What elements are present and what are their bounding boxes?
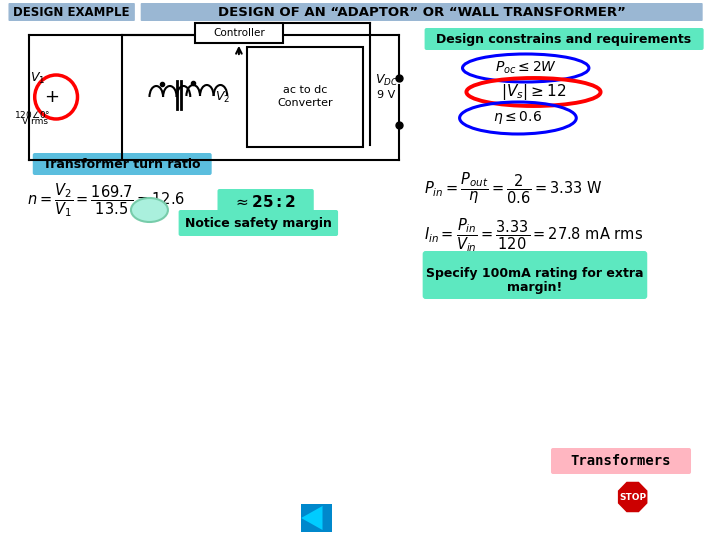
Text: STOP: STOP <box>619 492 647 502</box>
Text: $V_2$: $V_2$ <box>215 90 230 105</box>
Text: DESIGN EXAMPLE: DESIGN EXAMPLE <box>14 5 130 18</box>
Text: 9 V: 9 V <box>377 90 395 100</box>
Text: $120\angle 0°$: $120\angle 0°$ <box>14 109 50 119</box>
Text: $V_1$: $V_1$ <box>30 70 45 85</box>
Text: ac to dc: ac to dc <box>283 85 327 95</box>
Polygon shape <box>301 506 323 530</box>
FancyBboxPatch shape <box>179 210 338 236</box>
Text: Design constrains and requirements: Design constrains and requirements <box>436 32 691 45</box>
Text: Transformer turn ratio: Transformer turn ratio <box>43 158 201 171</box>
Text: $\approx\mathbf{25:2}$: $\approx\mathbf{25:2}$ <box>233 194 297 210</box>
FancyBboxPatch shape <box>33 153 212 175</box>
Text: Converter: Converter <box>277 98 333 108</box>
Bar <box>301 504 332 532</box>
FancyBboxPatch shape <box>140 3 703 21</box>
Bar <box>195 23 283 43</box>
Text: $I_{in} = \dfrac{P_{in}}{V_{in}} = \dfrac{3.33}{120} = 27.8\ \mathrm{mA\ rms}$: $I_{in} = \dfrac{P_{in}}{V_{in}} = \dfra… <box>423 216 643 254</box>
Bar <box>247 47 364 147</box>
Text: Notice safety margin: Notice safety margin <box>185 217 332 230</box>
Text: $|V_s| \geq 12$: $|V_s| \geq 12$ <box>501 82 566 102</box>
Text: Specify 100mA rating for extra: Specify 100mA rating for extra <box>426 267 643 280</box>
Polygon shape <box>616 481 649 514</box>
Text: margin!: margin! <box>507 280 562 294</box>
Text: $n = \dfrac{V_2}{V_1} = \dfrac{169.7}{13.5} = 12.6$: $n = \dfrac{V_2}{V_1} = \dfrac{169.7}{13… <box>27 181 185 219</box>
Text: $P_{oc} \leq 2W$: $P_{oc} \leq 2W$ <box>495 60 557 76</box>
Text: DESIGN OF AN “ADAPTOR” OR “WALL TRANSFORMER”: DESIGN OF AN “ADAPTOR” OR “WALL TRANSFOR… <box>217 5 626 18</box>
Text: $V_{DC}$: $V_{DC}$ <box>375 72 398 87</box>
Text: +: + <box>44 88 59 106</box>
Text: V rms: V rms <box>22 118 48 126</box>
Text: Controller: Controller <box>213 28 265 38</box>
FancyBboxPatch shape <box>217 189 314 215</box>
Text: $P_{in} = \dfrac{P_{out}}{\eta} = \dfrac{2}{0.6} = 3.33\ \mathrm{W}$: $P_{in} = \dfrac{P_{out}}{\eta} = \dfrac… <box>423 171 603 206</box>
Text: $\eta \leq 0.6$: $\eta \leq 0.6$ <box>493 110 542 126</box>
Ellipse shape <box>131 198 168 222</box>
FancyBboxPatch shape <box>551 448 691 474</box>
FancyBboxPatch shape <box>9 3 135 21</box>
FancyBboxPatch shape <box>425 28 703 50</box>
Text: Transformers: Transformers <box>571 454 671 468</box>
FancyBboxPatch shape <box>423 251 647 299</box>
